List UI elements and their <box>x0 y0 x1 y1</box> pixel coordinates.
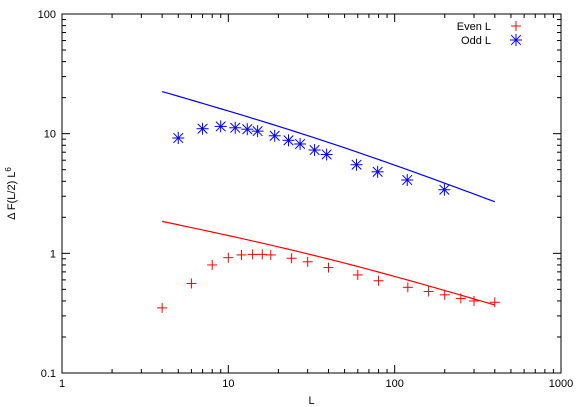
star-marker-d2 <box>283 135 294 146</box>
star-marker <box>196 122 209 135</box>
plus-marker <box>439 289 450 300</box>
star-marker-d2 <box>402 174 413 186</box>
plot-frame <box>61 13 562 374</box>
plus-marker <box>302 256 313 267</box>
star-marker-d2 <box>173 132 184 144</box>
plus-marker <box>489 297 500 308</box>
data-points <box>157 120 500 313</box>
star-marker-d2 <box>351 159 362 170</box>
y-axis-label: Δ F(L/2) L6 <box>4 167 19 220</box>
plus-marker <box>236 249 247 260</box>
y-axis-label-exponent: 6 <box>4 167 13 172</box>
star-marker <box>371 165 384 178</box>
star-marker <box>241 123 254 136</box>
y-tick-label: 100 <box>38 9 56 21</box>
star-marker-d2 <box>321 149 332 160</box>
plus-marker <box>257 249 268 260</box>
star-marker-d2 <box>197 123 208 134</box>
legend-label: Odd L <box>461 35 491 47</box>
x-tick-label: 100 <box>385 378 403 390</box>
star-marker-d2 <box>242 124 253 135</box>
star-marker-d2 <box>439 184 450 195</box>
plus-marker <box>469 295 480 306</box>
x-tick-label: 10 <box>222 378 234 390</box>
star-marker <box>172 132 185 145</box>
star-marker <box>229 121 242 134</box>
plus-marker <box>511 21 521 31</box>
star-marker <box>401 174 414 187</box>
plus-marker <box>265 249 276 260</box>
y-tick-label: 0.1 <box>41 368 56 380</box>
plus-marker <box>402 282 413 293</box>
legend-label: Even L <box>457 21 491 33</box>
star-marker <box>282 134 295 147</box>
fit-line <box>162 220 495 306</box>
fit-lines <box>161 90 496 306</box>
series-even-l <box>157 249 500 313</box>
x-tick-label: 1 <box>59 378 65 390</box>
star-marker-d2 <box>309 144 320 156</box>
star-marker-d2 <box>372 166 383 177</box>
star-marker <box>251 125 264 138</box>
y-axis: 0.1 1 10 100 <box>38 9 561 380</box>
plus-marker <box>323 262 334 273</box>
plus-marker <box>455 293 466 304</box>
y-tick-label: 10 <box>44 129 56 141</box>
star-marker-d2 <box>215 121 226 132</box>
x-axis: 1 10 100 1000 <box>59 14 573 390</box>
star-marker-d2 <box>252 125 263 137</box>
y-axis-label-text: Δ F(L/2) L <box>6 172 18 220</box>
star-marker-d2 <box>510 34 522 46</box>
plus-marker <box>223 252 234 263</box>
star-marker <box>320 148 333 161</box>
star-marker <box>214 120 227 133</box>
plus-marker <box>157 302 168 313</box>
star-marker <box>294 137 307 150</box>
y-tick-label: 1 <box>50 248 56 260</box>
plus-marker <box>373 275 384 286</box>
plus-marker <box>286 253 297 264</box>
plus-marker <box>423 286 434 297</box>
star-marker <box>268 129 281 142</box>
star-marker <box>438 183 451 196</box>
plus-marker <box>247 249 258 260</box>
plus-marker <box>207 259 218 270</box>
plus-marker <box>352 269 363 280</box>
star-marker-d2 <box>269 130 280 141</box>
x-tick-label: 1000 <box>549 378 573 390</box>
fit-line <box>161 90 496 203</box>
star-marker-d2 <box>294 138 306 150</box>
star-marker <box>350 158 363 171</box>
plus-marker <box>186 278 197 289</box>
x-axis-label: L <box>308 395 314 407</box>
star-marker-d2 <box>230 122 241 133</box>
series-odd-l <box>172 120 451 196</box>
legend: Even L Odd L <box>457 21 522 47</box>
star-marker <box>308 144 321 157</box>
star-marker <box>510 34 522 46</box>
